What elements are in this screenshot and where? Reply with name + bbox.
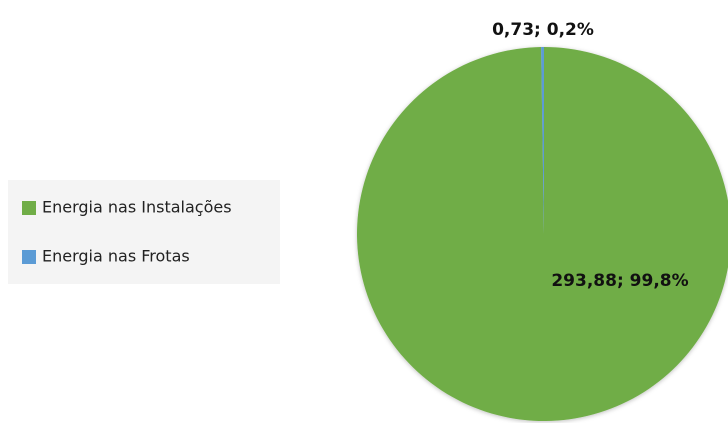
pie-slice [357, 47, 728, 421]
legend-swatch [22, 201, 36, 215]
legend-label: Energia nas Instalações [42, 198, 232, 217]
legend-label: Energia nas Frotas [42, 247, 190, 266]
data-label: 293,88; 99,8% [551, 271, 688, 291]
pie [357, 47, 728, 421]
data-label: 0,73; 0,2% [492, 20, 594, 40]
legend-swatch [22, 250, 36, 264]
legend-box [8, 180, 280, 284]
pie-slice [541, 47, 544, 234]
